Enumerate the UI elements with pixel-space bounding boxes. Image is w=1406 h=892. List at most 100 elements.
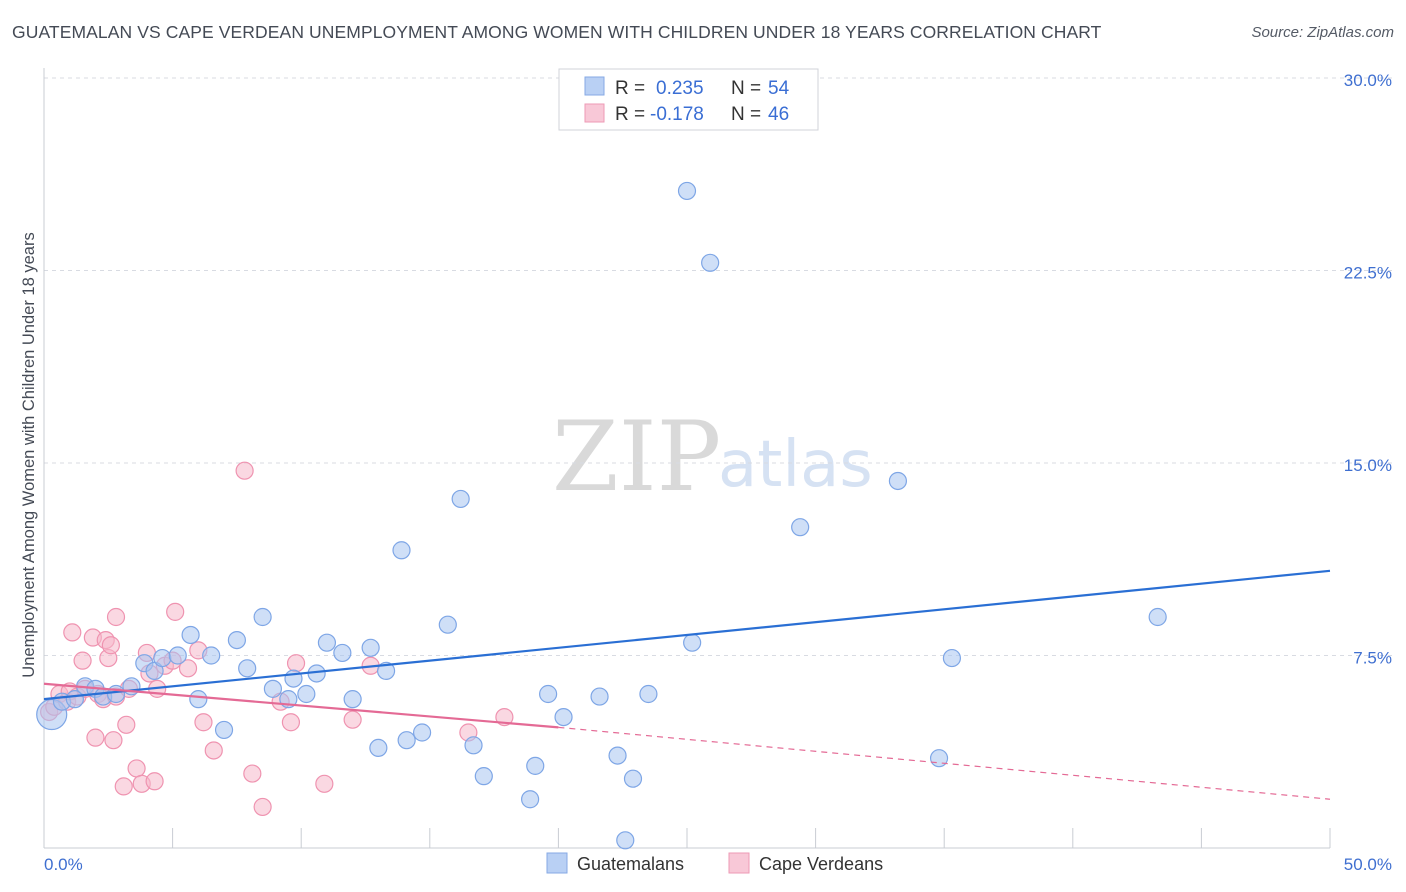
guatemalans-point: [168, 646, 187, 665]
guatemalans-point: [189, 690, 208, 709]
guatemalans-point: [333, 643, 352, 663]
cape-verdeans-point: [286, 654, 306, 673]
legend-n-value-1: 54: [768, 78, 790, 99]
legend-n-value-2: 46: [768, 104, 789, 125]
legend-n-label-2: N =: [731, 104, 761, 125]
guatemalans-point: [464, 736, 483, 755]
cape-verdeans-point: [253, 797, 272, 817]
guatemalans-point: [1148, 607, 1167, 627]
guatemalans-point: [474, 767, 493, 786]
trend-lines: [43, 569, 1331, 800]
cape-verdeans-point: [178, 659, 198, 678]
guatemalans-point: [343, 690, 362, 709]
guatemalans-point: [153, 648, 172, 668]
guatemalans-point: [253, 607, 272, 627]
cape-verdeans-point: [114, 777, 133, 796]
correlation-legend: R = 0.235 N = 54 R = -0.178 N = 46: [558, 68, 819, 131]
cape-verdeans-points: [40, 461, 514, 817]
guatemalans-point: [616, 831, 635, 850]
cape-verdeans-point: [117, 715, 136, 734]
guatemalans-point: [639, 684, 658, 704]
guatemalans-point: [929, 749, 949, 768]
cape-verdeans-point: [63, 623, 82, 642]
cape-verdeans-point: [104, 731, 123, 750]
guatemalans-point: [590, 687, 609, 706]
cape-verdeans-point: [194, 713, 213, 732]
guatemalans-point: [554, 707, 573, 727]
bottom-legend-swatch-guatemalans: [546, 852, 568, 874]
guatemalans-point: [106, 684, 126, 704]
legend-r-value-1: 0.235: [656, 78, 704, 99]
guatemalans-point: [263, 679, 283, 698]
guatemalans-point: [683, 633, 702, 652]
guatemalans-point: [623, 769, 643, 788]
legend-r-value-2: -0.178: [650, 104, 704, 125]
guatemalans-point: [214, 720, 234, 740]
guatemalans-point: [397, 731, 416, 750]
legend-swatch-cape-verdeans: [584, 103, 605, 123]
y-tick-label: 7.5%: [1353, 649, 1392, 668]
x-tick-label-min: 0.0%: [44, 855, 83, 874]
watermark-atlas: atlas: [718, 428, 873, 502]
legend-r-label-2: R =: [615, 104, 645, 125]
x-axis-ticks: [172, 828, 1331, 848]
guatemalans-point: [317, 633, 337, 652]
guatemalans-point: [451, 489, 470, 509]
guatemalans-point: [791, 518, 810, 537]
cape-verdeans-point: [281, 713, 301, 732]
grid-lines: [44, 77, 1392, 656]
guatemalans-point: [181, 625, 200, 645]
cape-verdeans-point: [145, 772, 164, 791]
chart-title: GUATEMALAN VS CAPE VERDEAN UNEMPLOYMENT …: [12, 22, 1102, 42]
x-tick-label-max: 50.0%: [1344, 855, 1392, 874]
guatemalans-trend-line: [43, 569, 1331, 701]
guatemalans-point: [677, 181, 697, 201]
guatemalans-point: [361, 638, 380, 657]
guatemalans-points: [36, 181, 1167, 850]
bottom-legend-label-cape-verdeans: Cape Verdeans: [759, 854, 883, 874]
guatemalans-point: [608, 746, 627, 765]
guatemalans-point: [539, 684, 558, 704]
cape-verdeans-point: [73, 651, 92, 670]
cape-verdeans-point: [127, 759, 146, 778]
guatemalans-point: [942, 648, 962, 668]
guatemalans-point: [701, 253, 720, 272]
guatemalans-point: [297, 684, 316, 704]
guatemalans-point: [376, 661, 396, 681]
cape-verdeans-point: [243, 764, 262, 783]
guatemalans-point: [412, 723, 432, 742]
cape-verdeans-point: [86, 728, 105, 747]
y-tick-label: 15.0%: [1344, 456, 1392, 475]
legend-swatch-guatemalans: [584, 76, 605, 96]
bottom-legend-label-guatemalans: Guatemalans: [577, 854, 684, 874]
cape-verdeans-point: [101, 636, 120, 655]
y-tick-label: 22.5%: [1344, 264, 1392, 283]
guatemalans-point: [369, 738, 388, 758]
series-legend: Guatemalans Cape Verdeans: [546, 852, 883, 874]
guatemalans-point: [392, 541, 411, 560]
cape-verdeans-point: [235, 461, 254, 480]
cape-verdeans-point: [106, 607, 126, 627]
guatemalans-point: [227, 630, 246, 650]
cape-verdeans-trend-line: [43, 682, 559, 729]
guatemalans-point: [888, 471, 908, 491]
cape-verdeans-trend-extension: [558, 726, 1331, 800]
legend-r-label-1: R =: [615, 78, 645, 99]
guatemalans-point: [202, 646, 221, 665]
y-axis-tick-labels: 7.5% 15.0% 22.5% 30.0%: [1344, 71, 1392, 668]
cape-verdeans-point: [315, 774, 334, 793]
cape-verdeans-point: [166, 602, 185, 621]
cape-verdeans-point: [343, 710, 362, 729]
watermark-zip: ZIP: [552, 401, 721, 513]
guatemalans-point: [521, 790, 540, 809]
source-label: Source: ZipAtlas.com: [1251, 24, 1394, 41]
y-axis-title: Unemployment Among Women with Children U…: [20, 232, 38, 677]
cape-verdeans-point: [204, 741, 223, 760]
bottom-legend-swatch-cape-verdeans: [728, 852, 750, 874]
guatemalans-point: [438, 615, 457, 634]
guatemalans-point: [238, 659, 257, 678]
guatemalans-point: [526, 756, 545, 775]
legend-n-label-1: N =: [731, 78, 761, 99]
y-tick-label: 30.0%: [1344, 71, 1392, 90]
